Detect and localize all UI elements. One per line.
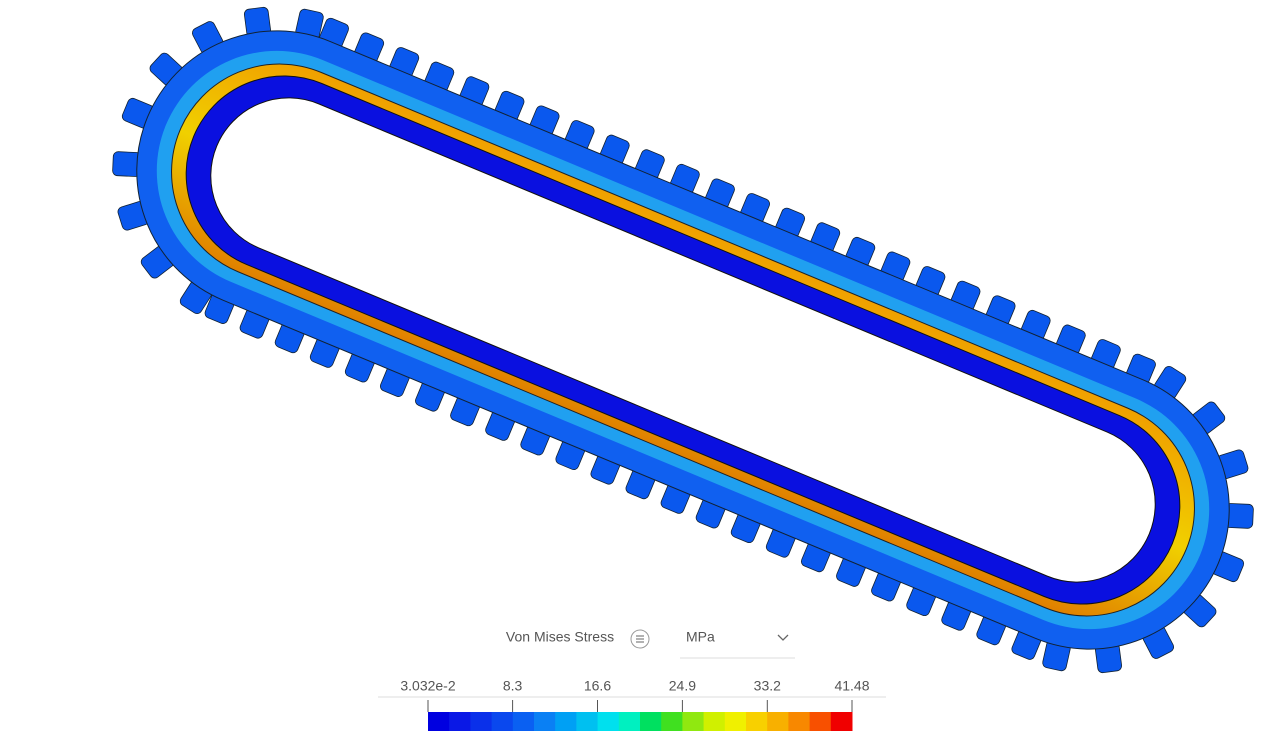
color-swatch bbox=[724, 712, 747, 731]
legend-title: Von Mises Stress bbox=[506, 629, 614, 645]
color-swatch bbox=[809, 712, 832, 731]
color-swatch bbox=[746, 712, 768, 731]
color-swatch bbox=[576, 712, 599, 731]
color-swatch bbox=[491, 712, 514, 731]
color-swatch bbox=[661, 712, 683, 731]
color-swatch bbox=[767, 712, 789, 731]
color-swatch bbox=[640, 712, 662, 731]
dropdown-chevron[interactable] bbox=[777, 634, 789, 641]
color-swatch bbox=[428, 712, 450, 731]
color-swatch bbox=[682, 712, 705, 731]
tick-label: 24.9 bbox=[669, 678, 696, 694]
tick-label: 16.6 bbox=[584, 678, 611, 694]
color-swatch bbox=[597, 712, 620, 731]
track-model bbox=[112, 6, 1254, 674]
tick-label: 3.032e-2 bbox=[400, 678, 455, 694]
track-hole bbox=[210, 97, 1156, 583]
color-swatch bbox=[512, 712, 535, 731]
unit-select[interactable]: MPa bbox=[686, 629, 715, 645]
tick-label: 33.2 bbox=[754, 678, 781, 694]
tick-label: 41.48 bbox=[834, 678, 869, 694]
color-swatch bbox=[555, 712, 577, 731]
color-swatch bbox=[830, 712, 853, 731]
color-swatch bbox=[449, 712, 471, 731]
color-legend: 3.032e-2 8.3 16.6 24.9 33.2 41.48 bbox=[400, 678, 870, 731]
color-swatch bbox=[788, 712, 811, 731]
color-swatch bbox=[703, 712, 726, 731]
color-swatch bbox=[470, 712, 493, 731]
legend-menu-lines bbox=[636, 635, 644, 643]
tick-label: 8.3 bbox=[503, 678, 523, 694]
color-swatch bbox=[534, 712, 556, 731]
color-swatch bbox=[618, 712, 641, 731]
